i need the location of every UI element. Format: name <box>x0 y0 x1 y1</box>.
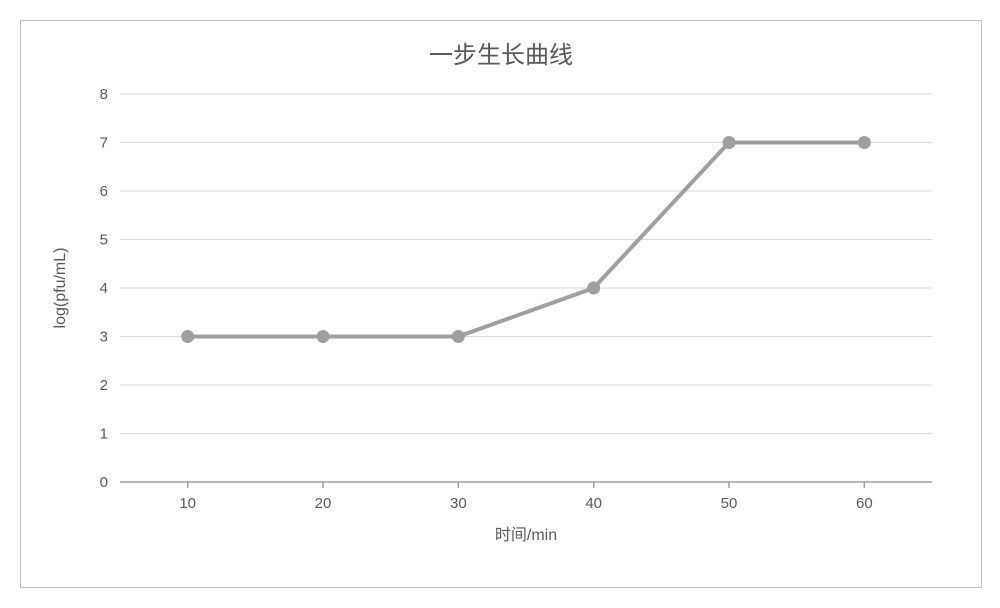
x-axis-label: 时间/min <box>495 526 557 544</box>
y-tick-label: 1 <box>100 426 108 443</box>
chart-svg: 0 1 2 3 4 5 6 7 8 10 20 30 40 50 60 时间/min log(pfu/mL) <box>21 70 981 576</box>
data-point <box>452 331 464 343</box>
data-point <box>723 137 735 149</box>
data-point <box>588 282 600 294</box>
x-tick-label: 10 <box>179 495 196 512</box>
chart-title: 一步生长曲线 <box>21 35 981 70</box>
data-point <box>317 331 329 343</box>
x-tick-label: 20 <box>315 495 332 512</box>
y-tick-label: 2 <box>100 377 108 394</box>
y-tick-label: 6 <box>100 183 108 200</box>
data-point <box>858 137 870 149</box>
x-tick-label: 60 <box>856 495 873 512</box>
x-tick-label: 30 <box>450 495 467 512</box>
y-tick-label: 7 <box>100 135 108 152</box>
y-tick-label: 0 <box>100 474 108 491</box>
y-tick-label: 5 <box>100 232 108 249</box>
x-tick-label: 40 <box>585 495 602 512</box>
data-point <box>182 331 194 343</box>
x-tick-label: 50 <box>721 495 738 512</box>
y-axis-label: log(pfu/mL) <box>52 248 69 329</box>
y-tick-label: 4 <box>100 280 108 297</box>
y-tick-label: 8 <box>100 86 108 103</box>
y-tick-label: 3 <box>100 329 108 346</box>
chart-container: 一步生长曲线 0 1 2 3 4 5 6 7 8 10 20 30 40 50 60 时间/min log(pf… <box>20 20 982 588</box>
